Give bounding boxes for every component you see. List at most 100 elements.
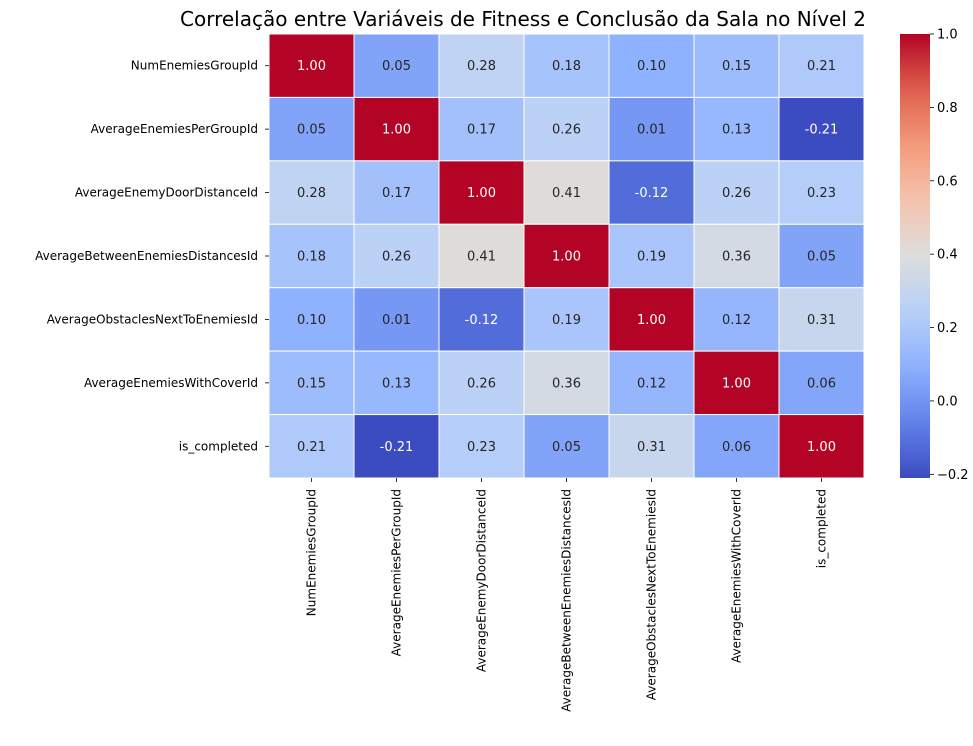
- cell-value-label: 0.05: [297, 123, 326, 138]
- heatmap-cell: [523, 223, 610, 289]
- colorbar-tick-label: 0.6: [937, 174, 958, 189]
- heatmap-cell: [693, 33, 780, 98]
- cell-value-label: 0.19: [552, 313, 581, 328]
- cell-value-label: 1.00: [722, 376, 751, 391]
- heatmap-cell: [523, 350, 610, 416]
- cell-value-label: 0.36: [552, 376, 581, 391]
- heatmap-cell: [438, 287, 525, 352]
- heatmap-cell: [353, 160, 440, 225]
- cell-value-label: 0.12: [637, 376, 666, 391]
- cell-value-label: -0.12: [635, 186, 669, 201]
- heatmap-cell: [353, 350, 440, 416]
- column-tick-label: AverageEnemiesWithCoverId: [730, 489, 744, 663]
- cell-value-label: 0.06: [722, 440, 751, 455]
- colorbar-tick-label: 0.2: [937, 321, 958, 336]
- heatmap-cell: [523, 160, 610, 225]
- cell-value-label: 0.10: [637, 59, 666, 74]
- heatmap-cell: [608, 160, 695, 225]
- row-tick-label: AverageEnemiesPerGroupId: [91, 122, 258, 136]
- colorbar: −0.2 0.0 0.2 0.4 0.6 0.8 1.0: [900, 28, 969, 483]
- cell-value-label: 0.01: [637, 123, 666, 138]
- cell-value-label: 0.23: [807, 186, 836, 201]
- cell-value-label: 0.06: [807, 376, 836, 391]
- cell-value-label: 0.21: [297, 440, 326, 455]
- cell-value-label: 0.26: [722, 186, 751, 201]
- cell-value-label: 0.15: [722, 59, 751, 74]
- cell-value-label: 1.00: [467, 186, 496, 201]
- heatmap-cell: [438, 414, 525, 479]
- cell-value-label: 0.28: [297, 186, 326, 201]
- heatmap-cell: [438, 33, 525, 98]
- cell-value-label: 0.36: [722, 250, 751, 265]
- cell-value-label: 0.26: [382, 250, 411, 265]
- heatmap-cells: 1.00 0.05 0.28 0.18 0.10 0.15 0.21 0.05 1.00 0.17…: [268, 33, 865, 479]
- cell-value-label: 1.00: [637, 313, 666, 328]
- heatmap-cell: [523, 33, 610, 98]
- heatmap-cell: [268, 414, 355, 479]
- heatmap-cell: [778, 350, 865, 416]
- cell-value-label: 0.13: [382, 376, 411, 391]
- heatmap-cell: [268, 287, 355, 352]
- colorbar-tick-label: 0.8: [937, 101, 958, 116]
- heatmap-cell: [778, 287, 865, 352]
- heatmap-cell: [693, 223, 780, 289]
- row-tick-labels: NumEnemiesGroupId AverageEnemiesPerGroupI…: [35, 59, 269, 453]
- colorbar-tick-label: 0.0: [937, 394, 958, 409]
- cell-value-label: 0.12: [722, 313, 751, 328]
- cell-value-label: -0.12: [465, 313, 499, 328]
- cell-value-label: 0.31: [637, 440, 666, 455]
- row-tick-label: NumEnemiesGroupId: [131, 59, 258, 73]
- chart-title: Correlação entre Variáveis de Fitness e …: [180, 7, 866, 31]
- cell-value-label: 0.17: [382, 186, 411, 201]
- row-tick-label: AverageEnemiesWithCoverId: [84, 376, 258, 390]
- cell-value-label: 1.00: [382, 123, 411, 138]
- heatmap-cell: [608, 33, 695, 98]
- heatmap-cell: [268, 33, 355, 98]
- colorbar-tick-label: 1.0: [937, 28, 958, 43]
- cell-value-label: 0.21: [807, 59, 836, 74]
- heatmap-cell: [523, 414, 610, 479]
- cell-value-label: 0.10: [297, 313, 326, 328]
- heatmap-cell: [438, 350, 525, 416]
- heatmap-cell: [608, 96, 695, 162]
- heatmap-cell: [438, 160, 525, 225]
- cell-value-label: 0.41: [467, 250, 496, 265]
- heatmap-cell: [693, 414, 780, 479]
- row-tick-label: is_completed: [179, 439, 258, 453]
- row-tick-label: AverageEnemyDoorDistanceId: [75, 186, 258, 200]
- cell-value-label: 0.05: [382, 59, 411, 74]
- heatmap-cell: [268, 223, 355, 289]
- cell-value-label: 0.01: [382, 313, 411, 328]
- cell-value-label: 0.23: [467, 440, 496, 455]
- heatmap-cell: [438, 96, 525, 162]
- cell-value-label: -0.21: [805, 123, 839, 138]
- column-tick-label: AverageObstaclesNextToEnemiesId: [645, 489, 659, 700]
- heatmap-cell: [608, 414, 695, 479]
- cell-value-label: 0.17: [467, 123, 496, 138]
- cell-value-label: 1.00: [807, 440, 836, 455]
- cell-value-label: 0.31: [807, 313, 836, 328]
- cell-value-label: 0.05: [807, 250, 836, 265]
- cell-value-label: 0.28: [467, 59, 496, 74]
- column-tick-label: AverageBetweenEnemiesDistancesId: [560, 489, 574, 712]
- colorbar-tick-label: 0.4: [937, 248, 958, 263]
- row-tick-label: AverageBetweenEnemiesDistancesId: [35, 249, 258, 263]
- column-tick-label: AverageEnemyDoorDistanceId: [475, 489, 489, 672]
- column-tick-labels: NumEnemiesGroupId AverageEnemiesPerGroupI…: [305, 478, 829, 712]
- cell-value-label: 0.15: [297, 376, 326, 391]
- cell-value-label: 0.19: [637, 250, 666, 265]
- cell-value-label: 0.18: [297, 250, 326, 265]
- cell-value-label: 1.00: [297, 59, 326, 74]
- colorbar-gradient: [900, 34, 930, 478]
- column-tick-label: is_completed: [815, 489, 829, 568]
- cell-value-label: 0.26: [467, 376, 496, 391]
- heatmap-cell: [353, 33, 440, 98]
- row-tick-label: AverageObstaclesNextToEnemiesId: [47, 312, 258, 326]
- heatmap-cell: [778, 414, 865, 479]
- heatmap-cell: [693, 96, 780, 162]
- heatmap-cell: [778, 96, 865, 162]
- heatmap-cell: [778, 223, 865, 289]
- column-tick-label: AverageEnemiesPerGroupId: [390, 489, 404, 656]
- heatmap-cell: [608, 350, 695, 416]
